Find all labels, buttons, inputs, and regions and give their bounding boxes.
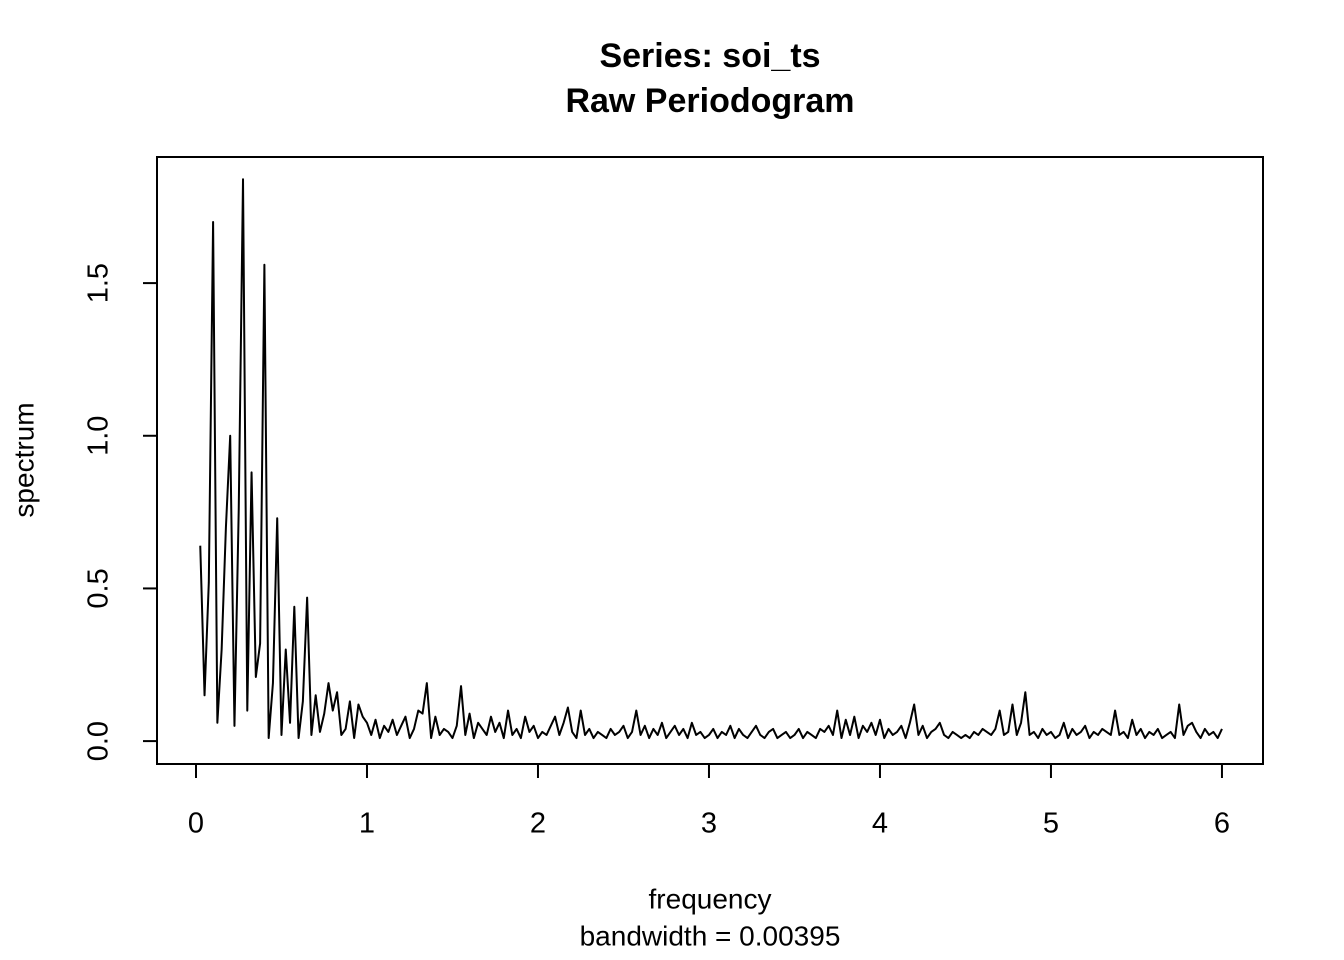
- y-axis-label: spectrum: [8, 402, 39, 517]
- y-tick-label: 0.0: [83, 721, 115, 761]
- y-tick-label: 1.5: [83, 263, 115, 303]
- x-tick-label: 0: [188, 808, 204, 840]
- x-tick-label: 1: [359, 808, 375, 840]
- x-tick-label: 2: [530, 808, 546, 840]
- chart-title: Series: soi_ts: [599, 37, 820, 75]
- y-tick-label: 0.5: [83, 568, 115, 608]
- x-axis-label: frequency: [649, 883, 772, 914]
- x-tick-label: 4: [872, 808, 888, 840]
- x-tick-label: 3: [701, 808, 717, 840]
- bandwidth-note: bandwidth = 0.00395: [580, 920, 841, 951]
- x-tick-label: 5: [1043, 808, 1059, 840]
- plot-frame: [156, 156, 1264, 765]
- chart-subtitle: Raw Periodogram: [565, 82, 854, 120]
- y-tick-label: 1.0: [83, 416, 115, 456]
- x-tick-label: 6: [1214, 808, 1230, 840]
- spectrum-line: [199, 178, 1223, 740]
